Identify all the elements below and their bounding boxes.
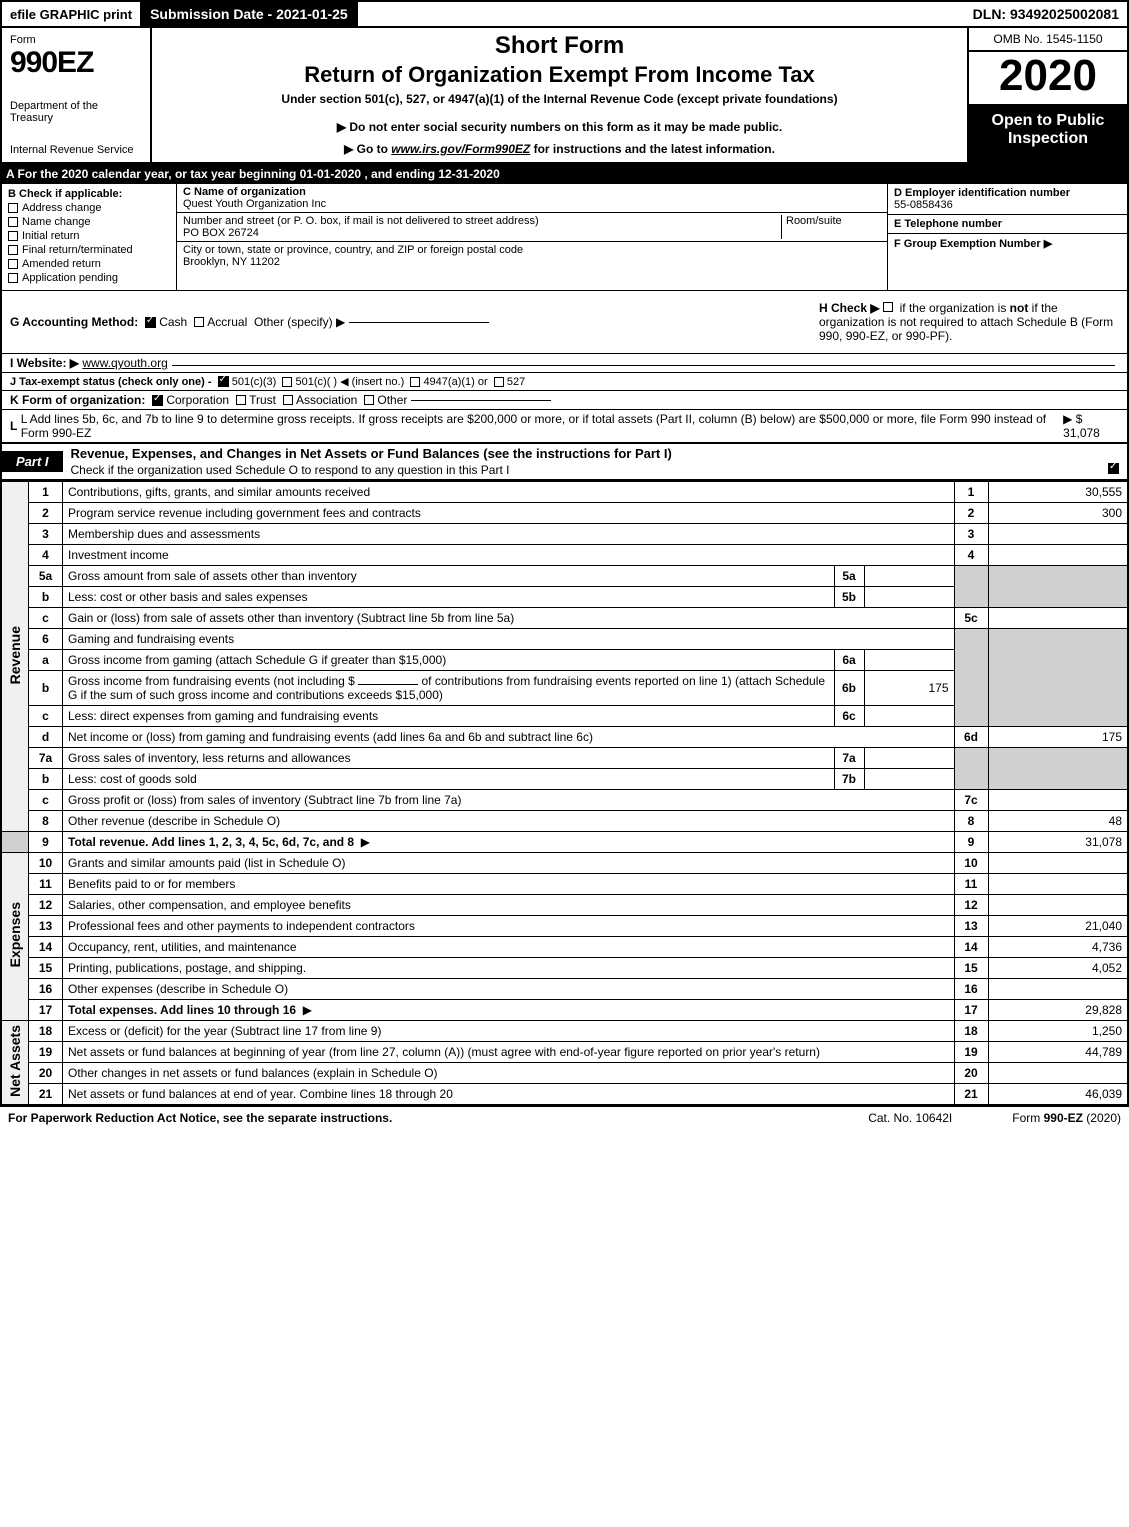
form-number: 990EZ [10, 46, 142, 80]
under-section: Under section 501(c), 527, or 4947(a)(1)… [158, 92, 961, 106]
j-label: J Tax-exempt status (check only one) - [10, 376, 212, 388]
section-b: B Check if applicable: Address change Na… [2, 184, 177, 290]
form-header: Form 990EZ Department of the Treasury In… [0, 28, 1129, 164]
addr-label: Number and street (or P. O. box, if mail… [183, 215, 539, 227]
chk-cash[interactable] [145, 317, 156, 328]
section-def: D Employer identification number 55-0858… [887, 184, 1127, 290]
chk-501c3[interactable] [218, 376, 229, 387]
k-label: K Form of organization: [10, 393, 145, 407]
chk-trust[interactable] [236, 395, 246, 405]
irs-label: Internal Revenue Service [10, 144, 142, 156]
b-title: B Check if applicable: [8, 188, 170, 200]
c-label: C Name of organization [183, 186, 306, 198]
chk-app-pending[interactable]: Application pending [8, 272, 170, 284]
line21-amt: 46,039 [988, 1084, 1128, 1106]
submission-date: Submission Date - 2021-01-25 [140, 2, 358, 26]
part1-bar: Part I Revenue, Expenses, and Changes in… [0, 443, 1129, 481]
f-label: F Group Exemption Number ▶ [894, 238, 1052, 250]
top-bar: efile GRAPHIC print Submission Date - 20… [0, 0, 1129, 28]
row-i: I Website: ▶ www.qyouth.org [0, 354, 1129, 373]
org-name: Quest Youth Organization Inc [183, 198, 326, 210]
row-g-h: G Accounting Method: Cash Accrual Other … [0, 291, 1129, 354]
chk-h[interactable] [883, 302, 893, 312]
room-suite: Room/suite [781, 215, 881, 239]
g-label: G Accounting Method: [10, 315, 138, 329]
chk-501c[interactable] [282, 377, 292, 387]
chk-4947[interactable] [410, 377, 420, 387]
chk-assoc[interactable] [283, 395, 293, 405]
line1-amt: 30,555 [988, 482, 1128, 503]
go-to-post: for instructions and the latest informat… [534, 142, 775, 156]
footer: For Paperwork Reduction Act Notice, see … [0, 1106, 1129, 1129]
line9-amt: 31,078 [988, 832, 1128, 853]
open-to-public: Open to Public Inspection [969, 106, 1127, 162]
dln: DLN: 93492025002081 [965, 2, 1127, 26]
chk-name-change[interactable]: Name change [8, 216, 170, 228]
tax-year: 2020 [969, 52, 1127, 106]
chk-schedule-o[interactable] [1108, 463, 1119, 474]
do-not-enter: ▶ Do not enter social security numbers o… [158, 120, 961, 134]
irs-link[interactable]: www.irs.gov/Form990EZ [391, 142, 530, 156]
row-l: L L Add lines 5b, 6c, and 7b to line 9 t… [0, 410, 1129, 443]
part1-title: Revenue, Expenses, and Changes in Net As… [63, 444, 1127, 463]
chk-initial-return[interactable]: Initial return [8, 230, 170, 242]
chk-amended[interactable]: Amended return [8, 258, 170, 270]
header-left: Form 990EZ Department of the Treasury In… [2, 28, 152, 162]
line1-desc: Contributions, gifts, grants, and simila… [68, 485, 370, 499]
row-k: K Form of organization: Corporation Trus… [0, 391, 1129, 410]
d-label: D Employer identification number [894, 187, 1070, 199]
vlabel-net-assets: Net Assets [1, 1021, 29, 1106]
chk-final-return[interactable]: Final return/terminated [8, 244, 170, 256]
return-title: Return of Organization Exempt From Incom… [158, 62, 961, 88]
ein-value: 55-0858436 [894, 199, 953, 211]
form-footer: Form 990-EZ (2020) [1012, 1111, 1121, 1125]
section-c: C Name of organization Quest Youth Organ… [177, 184, 887, 290]
chk-corp[interactable] [152, 395, 163, 406]
line6b-amt: 175 [864, 671, 954, 706]
form-word: Form [10, 34, 142, 46]
omb-number: OMB No. 1545-1150 [969, 28, 1127, 52]
go-to-pre: ▶ Go to [344, 142, 391, 156]
part1-tab: Part I [2, 451, 63, 472]
row-j: J Tax-exempt status (check only one) - 5… [0, 373, 1129, 391]
chk-accrual[interactable] [194, 317, 204, 327]
i-label: I Website: ▶ [10, 356, 79, 370]
h-block: H Check ▶ if the organization is not if … [819, 301, 1119, 343]
line17-amt: 29,828 [988, 1000, 1128, 1021]
vlabel-revenue: Revenue [1, 482, 29, 832]
calendar-year-row: A For the 2020 calendar year, or tax yea… [0, 164, 1129, 184]
e-label: E Telephone number [894, 218, 1002, 230]
website-link[interactable]: www.qyouth.org [82, 356, 167, 370]
l-amount: ▶ $ 31,078 [1063, 412, 1119, 440]
header-right: OMB No. 1545-1150 2020 Open to Public In… [967, 28, 1127, 162]
part1-table: Revenue 1 Contributions, gifts, grants, … [0, 481, 1129, 1106]
l-text: L Add lines 5b, 6c, and 7b to line 9 to … [21, 412, 1057, 440]
addr-value: PO BOX 26724 [183, 227, 259, 239]
cat-no: Cat. No. 10642I [868, 1111, 952, 1125]
city-value: Brooklyn, NY 11202 [183, 256, 280, 268]
header-center: Short Form Return of Organization Exempt… [152, 28, 967, 162]
dept-treasury: Department of the Treasury [10, 100, 142, 124]
part1-sub: Check if the organization used Schedule … [71, 463, 510, 477]
short-form-title: Short Form [158, 32, 961, 60]
vlabel-expenses: Expenses [1, 853, 29, 1021]
chk-address-change[interactable]: Address change [8, 202, 170, 214]
paperwork-notice: For Paperwork Reduction Act Notice, see … [8, 1111, 392, 1125]
city-label: City or town, state or province, country… [183, 244, 523, 256]
chk-527[interactable] [494, 377, 504, 387]
go-to-line: ▶ Go to www.irs.gov/Form990EZ for instru… [158, 142, 961, 156]
efile-label[interactable]: efile GRAPHIC print [2, 3, 140, 26]
chk-other[interactable] [364, 395, 374, 405]
org-info-section: B Check if applicable: Address change Na… [0, 184, 1129, 291]
